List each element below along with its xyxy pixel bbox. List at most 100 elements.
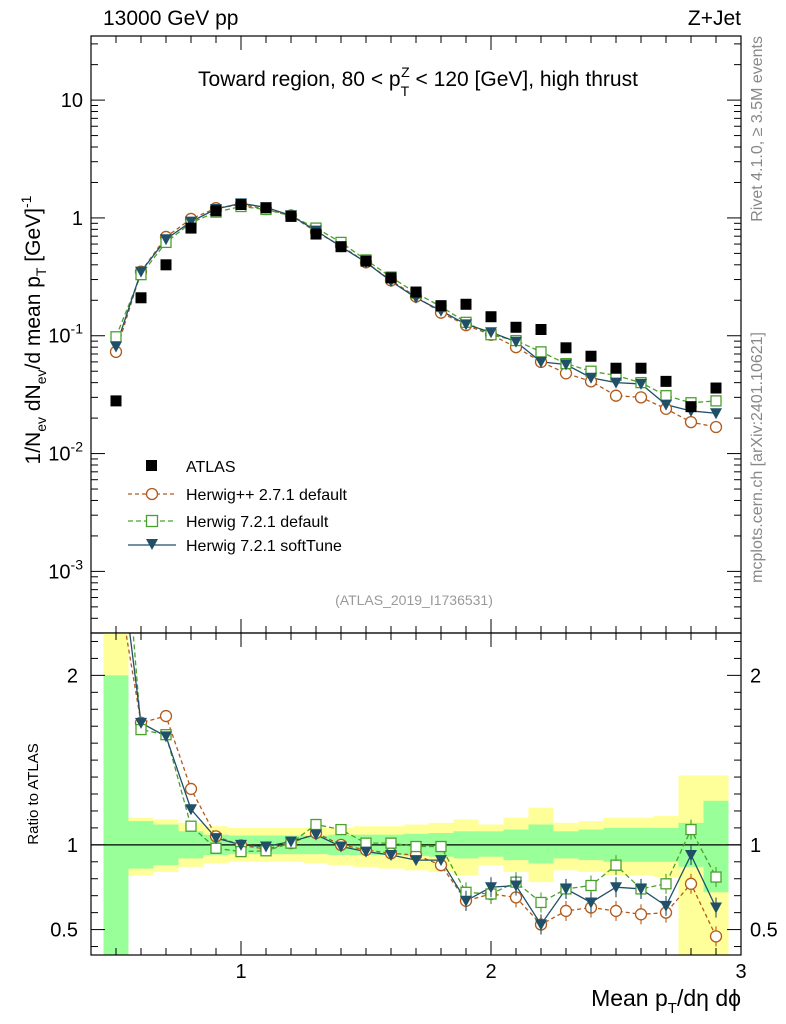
data-point-atlas bbox=[510, 321, 522, 333]
mcplots-label: mcplots.cern.ch [arXiv:2401.10621] bbox=[749, 332, 766, 583]
ratio-point-softtune bbox=[185, 804, 197, 816]
x-tick-label: 1 bbox=[235, 961, 246, 983]
y-tick-label-ratio-right: 2 bbox=[750, 665, 761, 687]
data-point-herwigpp bbox=[609, 389, 623, 402]
ratio-point-herwigpp bbox=[559, 904, 573, 918]
y-tick-label-main: 10-1 bbox=[48, 321, 83, 348]
y-tick-label-ratio-right: 0.5 bbox=[750, 920, 778, 942]
ratio-point-softtune bbox=[310, 829, 322, 841]
legend-atlas: ATLAS bbox=[146, 459, 236, 476]
ratio-point-softtune bbox=[385, 850, 397, 862]
data-point-atlas bbox=[435, 300, 447, 312]
data-point-atlas bbox=[710, 382, 722, 394]
y-tick-label-main: 10-2 bbox=[48, 439, 83, 466]
data-point-atlas bbox=[685, 401, 697, 413]
data-point-herwig721 bbox=[110, 331, 122, 343]
x-axis-label: Mean pT/dη dϕ bbox=[591, 985, 741, 1017]
ratio-point-softtune bbox=[260, 841, 272, 853]
ratio-point-herwigpp bbox=[684, 877, 698, 890]
x-tick-label: 3 bbox=[735, 961, 746, 983]
ratio-point-softtune bbox=[610, 882, 622, 894]
ratio-point-softtune bbox=[560, 883, 572, 895]
ratio-point-herwig721 bbox=[310, 818, 322, 831]
data-point-atlas bbox=[535, 323, 547, 335]
ratio-point-herwigpp bbox=[709, 930, 723, 943]
ratio-point-softtune bbox=[460, 895, 472, 907]
uncertainty-band-inner bbox=[103, 675, 129, 955]
ratio-point-softtune bbox=[335, 841, 347, 853]
ratio-point-herwig721 bbox=[685, 823, 697, 836]
data-point-softtune bbox=[460, 319, 472, 331]
data-point-softtune bbox=[535, 356, 547, 368]
data-point-atlas bbox=[460, 298, 472, 310]
ratio-point-softtune bbox=[435, 855, 447, 867]
data-point-atlas bbox=[385, 272, 397, 284]
main-panel: 10-3 10-2 10-1 1 10 bbox=[48, 36, 742, 634]
ratio-point-softtune bbox=[710, 902, 722, 914]
data-point-atlas bbox=[235, 199, 247, 211]
ratio-point-herwig721 bbox=[410, 840, 422, 853]
legend-label-herwigpp: Herwig++ 2.7.1 default bbox=[186, 487, 348, 504]
ratio-point-softtune bbox=[235, 839, 247, 851]
ratio-frame bbox=[90, 632, 742, 956]
legend-marker-atlas bbox=[146, 460, 157, 471]
data-point-atlas bbox=[560, 342, 572, 354]
data-point-softtune bbox=[485, 327, 497, 339]
data-point-herwig721 bbox=[710, 395, 722, 407]
ratio-point-softtune bbox=[535, 919, 547, 931]
x-tick-label: 2 bbox=[485, 961, 496, 983]
data-point-softtune bbox=[585, 372, 597, 384]
legend-marker-herwigpp bbox=[145, 487, 159, 501]
ratio-point-softtune bbox=[285, 836, 297, 848]
energy-label: 13000 GeV pp bbox=[103, 7, 238, 30]
data-point-herwigpp bbox=[709, 420, 723, 434]
series-line-herwigpp bbox=[115, 203, 717, 428]
ratio-point-herwig721 bbox=[385, 837, 397, 849]
y-tick-label-ratio: 2 bbox=[67, 665, 78, 687]
y-tick-label-main: 10-3 bbox=[48, 556, 83, 583]
ratio-point-softtune bbox=[360, 846, 372, 858]
ratio-point-softtune bbox=[160, 731, 172, 743]
data-point-atlas bbox=[110, 395, 122, 407]
legend-softtune: Herwig 7.2.1 softTune bbox=[128, 538, 342, 555]
ratio-point-softtune bbox=[485, 882, 497, 894]
rivet-label: Rivet 4.1.0, ≥ 3.5M events bbox=[749, 36, 766, 222]
data-point-softtune bbox=[160, 234, 172, 246]
legend-label-atlas: ATLAS bbox=[186, 459, 236, 476]
legend: ATLAS Herwig++ 2.7.1 default Herwig 7.2.… bbox=[128, 459, 348, 555]
legend-label-softtune: Herwig 7.2.1 softTune bbox=[186, 538, 342, 555]
series-line-softtune bbox=[115, 202, 717, 414]
data-point-softtune bbox=[185, 216, 197, 228]
data-point-softtune bbox=[110, 341, 122, 353]
ratio-point-softtune bbox=[135, 717, 147, 729]
data-point-softtune bbox=[135, 266, 147, 278]
ratio-point-softtune bbox=[510, 880, 522, 892]
main-ylabel: 1/Nev dNev/d mean pT [GeV]-1 bbox=[18, 195, 49, 464]
plot-title: Toward region, 80 < pTZ < 120 [GeV], hig… bbox=[198, 64, 638, 99]
ratio-point-herwig721 bbox=[185, 820, 197, 832]
data-point-atlas bbox=[335, 241, 347, 253]
ratio-point-softtune bbox=[585, 897, 597, 909]
ratio-point-herwig721 bbox=[210, 842, 222, 854]
data-point-softtune bbox=[610, 377, 622, 389]
data-point-atlas bbox=[135, 292, 147, 304]
data-point-atlas bbox=[360, 255, 372, 267]
data-point-softtune bbox=[560, 359, 572, 371]
ratio-point-softtune bbox=[210, 833, 222, 845]
ratio-ylabel: Ratio to ATLAS bbox=[25, 743, 42, 844]
legend-herwigpp: Herwig++ 2.7.1 default bbox=[128, 487, 348, 504]
data-point-atlas bbox=[210, 205, 222, 217]
ratio-point-herwig721 bbox=[660, 878, 672, 890]
data-point-softtune bbox=[660, 399, 672, 411]
legend-marker-herwig721 bbox=[145, 514, 159, 528]
data-point-atlas bbox=[185, 222, 197, 234]
series-line-herwig721 bbox=[115, 205, 717, 404]
ratio-point-herwig721 bbox=[535, 896, 547, 909]
process-label: Z+Jet bbox=[688, 7, 741, 30]
ratio-point-herwigpp bbox=[159, 709, 173, 723]
ratio-point-softtune bbox=[685, 850, 697, 862]
data-point-atlas bbox=[310, 228, 322, 240]
y-tick-label-ratio: 0.5 bbox=[50, 920, 78, 942]
legend-label-herwig721: Herwig 7.2.1 default bbox=[186, 514, 329, 531]
